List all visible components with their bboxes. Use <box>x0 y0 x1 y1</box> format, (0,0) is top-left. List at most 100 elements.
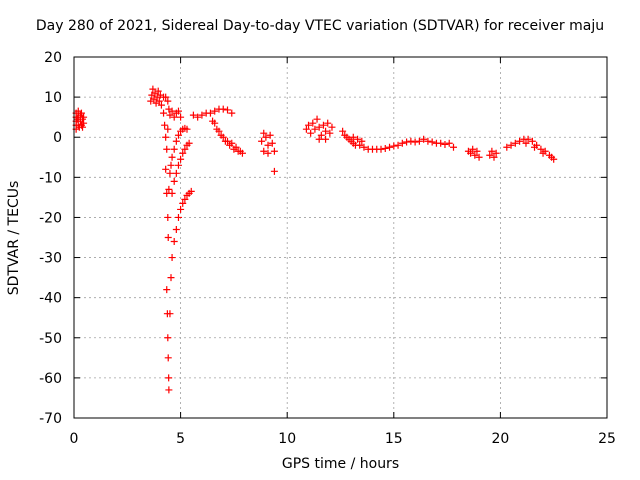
data-point <box>198 111 206 119</box>
data-point <box>307 129 315 137</box>
data-point <box>486 151 494 159</box>
data-point <box>262 133 270 141</box>
data-point <box>166 169 174 177</box>
y-tick-label: 10 <box>44 90 62 106</box>
data-point <box>189 111 197 119</box>
data-point <box>181 195 189 203</box>
data-point <box>162 93 170 101</box>
data-point <box>194 113 202 121</box>
data-point <box>80 113 88 121</box>
data-point <box>161 121 169 129</box>
data-point <box>162 165 170 173</box>
data-point <box>168 189 176 197</box>
data-point <box>167 161 175 169</box>
y-tick-label: 20 <box>44 50 62 66</box>
data-point <box>164 125 172 133</box>
data-point <box>168 107 176 115</box>
data-point <box>326 129 334 137</box>
data-point <box>403 138 411 146</box>
data-point <box>398 139 406 147</box>
x-tick-label: 5 <box>176 431 185 447</box>
data-point <box>322 127 330 135</box>
data-point <box>236 147 244 155</box>
data-point <box>160 109 168 117</box>
data-point <box>163 145 171 153</box>
data-point <box>164 334 172 342</box>
data-point <box>516 137 524 145</box>
data-point <box>270 167 278 175</box>
data-point <box>317 131 325 139</box>
data-point <box>305 121 313 129</box>
data-point <box>302 125 310 133</box>
data-point <box>177 113 185 121</box>
data-point <box>187 187 195 195</box>
data-point <box>424 137 432 145</box>
data-point <box>522 139 530 147</box>
y-tick-label: -40 <box>39 291 62 307</box>
data-point <box>258 137 266 145</box>
data-point <box>437 139 445 147</box>
x-tick-label: 20 <box>491 431 509 447</box>
data-point <box>319 121 327 129</box>
data-point <box>177 205 185 213</box>
data-point <box>224 106 232 114</box>
data-point <box>503 143 511 151</box>
x-tick-label: 25 <box>598 431 616 447</box>
data-point <box>537 145 545 153</box>
data-point <box>174 161 182 169</box>
data-point <box>268 139 276 147</box>
data-point <box>179 149 187 157</box>
data-point <box>172 225 180 233</box>
data-point <box>311 125 319 133</box>
data-point <box>315 135 323 143</box>
data-points <box>72 85 558 394</box>
data-point <box>445 139 453 147</box>
data-point <box>524 135 532 143</box>
data-point <box>228 109 236 117</box>
data-point <box>164 354 172 362</box>
data-point <box>328 123 336 131</box>
data-point <box>467 149 475 157</box>
data-point <box>172 169 180 177</box>
data-point <box>157 101 165 109</box>
y-tick-label: -50 <box>39 331 62 347</box>
y-tick-label: 0 <box>53 130 62 146</box>
data-point <box>539 149 547 157</box>
y-tick-label: -70 <box>39 411 62 427</box>
data-point <box>219 133 227 141</box>
data-point <box>490 153 498 161</box>
data-point <box>206 109 214 117</box>
data-point <box>219 105 227 113</box>
data-point <box>358 137 366 145</box>
x-tick-label: 10 <box>278 431 296 447</box>
data-point <box>232 143 240 151</box>
data-point <box>211 107 219 115</box>
data-point <box>511 139 519 147</box>
data-point <box>224 137 232 145</box>
data-point <box>324 119 332 127</box>
data-point <box>360 143 368 151</box>
data-point <box>149 85 157 93</box>
y-tick-label: -20 <box>39 210 62 226</box>
grid-lines <box>74 57 607 418</box>
data-point <box>309 119 317 127</box>
data-point <box>492 149 500 157</box>
data-point <box>264 141 272 149</box>
chart-title: Day 280 of 2021, Sidereal Day-to-day VTE… <box>35 18 605 34</box>
data-point <box>170 177 178 185</box>
data-point <box>411 138 419 146</box>
data-point <box>390 142 398 150</box>
data-point <box>315 123 323 131</box>
data-point <box>166 111 174 119</box>
y-axis-label: SDTVAR / TECUs <box>6 180 22 296</box>
data-point <box>172 137 180 145</box>
data-point <box>449 143 457 151</box>
data-point <box>155 97 163 105</box>
data-point <box>164 234 172 241</box>
data-point <box>428 138 436 146</box>
data-point <box>164 213 172 221</box>
data-point <box>381 144 389 152</box>
data-point <box>386 143 394 151</box>
data-point <box>165 386 173 394</box>
